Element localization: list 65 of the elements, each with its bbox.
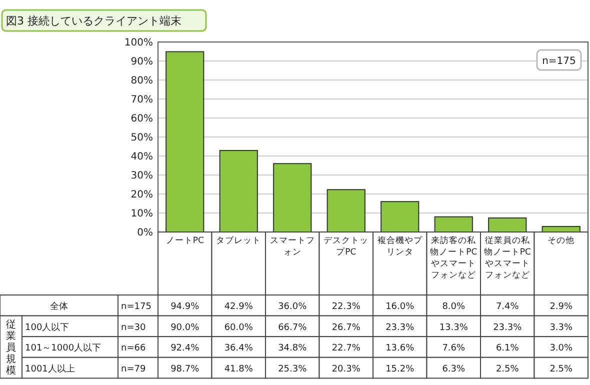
data-label: 20.3% — [332, 364, 361, 374]
data-label: 22.7% — [332, 344, 361, 354]
y-tick-label: 30% — [130, 170, 153, 182]
data-label: 2.9% — [550, 302, 573, 312]
y-tick-label: 70% — [130, 94, 153, 106]
bar — [488, 217, 527, 232]
text: n=66 — [121, 344, 146, 354]
y-tick-label: 100% — [124, 38, 153, 48]
bar — [434, 216, 473, 232]
data-label: 22.3% — [332, 302, 361, 312]
data-label: 8.0% — [442, 302, 466, 312]
y-tick-label: 1001人以上 — [25, 363, 75, 374]
x-tick-label: その他 — [548, 235, 575, 246]
data-label: 3.3% — [550, 322, 573, 333]
data-label: 41.8% — [224, 364, 254, 374]
text: n=79 — [121, 364, 146, 374]
data-label: 3.0% — [550, 344, 573, 354]
y-tick-label: 0% — [137, 228, 153, 238]
data-label: 6.1% — [496, 344, 520, 354]
y-tick-label: 40% — [130, 152, 153, 162]
x-tick-label: タブレット — [216, 235, 262, 246]
x-tick-label: デスクトップPC — [324, 236, 369, 258]
data-label: 26.7% — [332, 322, 361, 333]
data-label: 7.4% — [496, 302, 520, 312]
data-label: 23.3% — [493, 322, 522, 333]
y-tick-label: 50% — [130, 132, 153, 144]
data-label: 23.3% — [386, 322, 415, 333]
data-label: 25.3% — [278, 364, 308, 374]
data-label: 42.9% — [224, 302, 254, 312]
data-label: 16.0% — [386, 302, 415, 312]
data-label: 36.4% — [224, 344, 254, 354]
data-label: 66.7% — [278, 322, 308, 333]
y-tick-label: 90% — [130, 56, 153, 68]
x-tick-label: 複合機やプリンタ — [377, 235, 424, 258]
x-tick-label: スマートフォン — [270, 236, 315, 258]
annotation: n=175 — [542, 56, 576, 67]
data-label: 36.0% — [278, 302, 308, 312]
data-label: 98.7% — [170, 364, 200, 374]
sample-size-box: n=175 — [536, 49, 582, 71]
data-label: 13.3% — [439, 322, 468, 333]
y-tick-label: 10% — [130, 208, 153, 220]
text: 従業員規模 — [6, 318, 16, 376]
data-label: 92.4% — [170, 344, 200, 354]
data-label: 2.5% — [496, 364, 520, 374]
y-tick-label: 101～1000人以下 — [25, 342, 102, 354]
data-label: 2.5% — [550, 364, 573, 374]
x-tick-label: 来訪客の私物ノートPCやスマートフォンなど — [430, 235, 478, 280]
chart-title: 図3 接続しているクライアント端末 — [6, 14, 182, 28]
y-tick-label: 80% — [130, 76, 153, 86]
data-label: 94.9% — [170, 302, 200, 312]
text: 全体 — [50, 301, 68, 312]
x-tick-label: ノートPC — [166, 236, 204, 246]
data-label: 90.0% — [170, 322, 200, 333]
y-tick-label: 20% — [130, 190, 153, 200]
data-label: 7.6% — [442, 344, 466, 354]
data-label: 60.0% — [224, 322, 254, 333]
data-label: 15.2% — [386, 364, 415, 374]
y-tick-label: 100人以下 — [25, 322, 70, 333]
data-label: 34.8% — [278, 344, 308, 354]
data-label: 13.6% — [386, 344, 415, 354]
x-tick-label: 従業員の私物ノートPCやスマートフォンなど — [484, 235, 531, 280]
data-label: 6.3% — [442, 364, 466, 374]
text: n=30 — [121, 322, 146, 333]
y-tick-label: 60% — [130, 114, 153, 124]
text: n=175 — [121, 302, 152, 312]
